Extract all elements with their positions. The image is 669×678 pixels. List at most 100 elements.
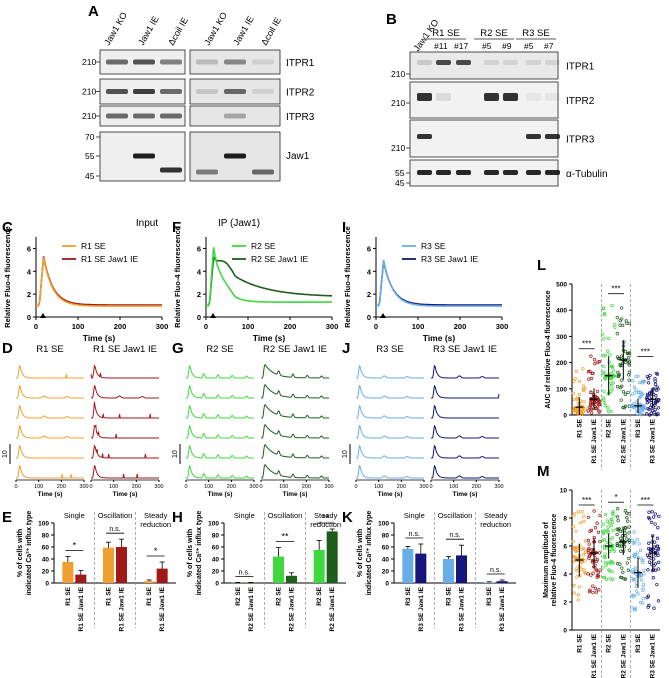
data-point	[613, 323, 617, 327]
data-point	[653, 562, 658, 566]
data-point	[618, 385, 623, 390]
data-point	[645, 595, 649, 600]
data-point	[656, 526, 660, 530]
data-point	[650, 540, 654, 544]
data-point	[595, 558, 600, 562]
bar	[143, 581, 155, 583]
data-point	[592, 358, 597, 362]
data-point	[592, 509, 596, 513]
data-point	[616, 518, 620, 523]
trace-panel-i: I 0 100 200 300 0 2 4 6 Time (s) Relative Fluo-4 f…	[342, 219, 508, 343]
lane-label: Δcoil IE	[259, 16, 283, 47]
data-point	[627, 556, 631, 561]
data-point	[589, 407, 594, 412]
y-tick-label: 300	[556, 334, 567, 341]
data-point	[583, 550, 588, 554]
data-point	[634, 589, 639, 593]
data-point	[601, 371, 605, 376]
data-point	[619, 354, 624, 358]
significance-label: n.s.	[490, 567, 501, 574]
data-point	[620, 323, 625, 328]
data-point	[655, 582, 659, 587]
data-point	[627, 512, 631, 516]
data-point	[626, 373, 631, 377]
blot-band	[456, 60, 471, 65]
data-point	[616, 528, 621, 532]
data-point	[573, 408, 577, 413]
data-point	[611, 374, 616, 379]
data-point	[642, 572, 646, 576]
blot-box-ip	[189, 49, 281, 75]
single-cell-panel-d: D 10 R1 SE 0 100 200 300 Time (s) R1 SE Jaw1 IE 0…	[2, 340, 164, 498]
single-cell-trace	[91, 464, 159, 479]
data-point	[646, 568, 650, 572]
dot-category-label: R3 SE Jaw1 IE	[650, 633, 657, 678]
data-point	[633, 391, 637, 395]
data-point	[641, 597, 645, 601]
y-tick-label: 0	[385, 581, 389, 588]
data-point	[651, 576, 655, 580]
x-tick-label: 100	[109, 484, 118, 490]
single-cell-trace	[186, 384, 254, 399]
stimulus-arrowhead	[380, 313, 386, 318]
x-tick-label: 0	[354, 484, 357, 490]
data-point	[623, 404, 628, 408]
data-point	[624, 534, 628, 538]
data-point	[608, 569, 612, 573]
data-point	[634, 400, 639, 404]
scale-bar-label: 10	[342, 450, 349, 458]
bar-category-label: R3 SE Jaw1 IE	[499, 586, 506, 631]
data-point	[603, 404, 608, 408]
data-point	[636, 374, 640, 378]
significance-label: n.s.	[449, 532, 460, 539]
data-point	[602, 400, 606, 405]
group-label: Single	[404, 511, 425, 520]
ip-band	[252, 89, 274, 94]
input-band	[160, 167, 182, 173]
data-point	[640, 601, 645, 605]
y-tick-label: 4	[27, 267, 32, 276]
x-tick-label: 200	[114, 322, 127, 331]
group-label: Single	[64, 511, 85, 520]
data-point	[608, 521, 612, 526]
group-label: Steady	[314, 511, 338, 520]
blot-band	[545, 93, 560, 101]
single-cell-title: R1 SE Jaw1 IE	[93, 344, 157, 355]
data-point	[607, 336, 611, 341]
data-point	[587, 377, 591, 381]
data-point	[610, 536, 615, 540]
blot-band	[436, 170, 451, 175]
data-point	[577, 392, 581, 397]
single-cell-trace	[91, 444, 159, 459]
data-point	[637, 380, 642, 385]
data-point	[616, 370, 620, 375]
data-point	[610, 387, 614, 391]
group-label: Oscillation	[268, 511, 303, 520]
data-point	[586, 409, 590, 413]
data-point	[625, 351, 630, 356]
bar-chart-k: K 0 20 40 60 80 100 % of cells with indicated Ca…	[342, 509, 516, 631]
data-point	[572, 559, 576, 563]
mw-marker: 210	[391, 69, 405, 79]
single-cell-trace	[91, 384, 159, 399]
blot-box-input	[99, 131, 186, 182]
data-point	[639, 600, 643, 605]
data-point	[648, 553, 652, 558]
y-axis-title: Relative Fluo-4 fluorescence	[173, 226, 182, 328]
data-point	[602, 398, 606, 402]
data-point	[632, 554, 636, 558]
blot-band	[526, 170, 541, 175]
data-point	[608, 577, 612, 581]
data-point	[621, 390, 626, 394]
panel-a-letter: A	[88, 3, 99, 20]
data-point	[581, 387, 585, 391]
data-point	[581, 406, 585, 410]
data-point	[627, 361, 631, 365]
legend-label: R3 SE	[421, 241, 446, 251]
x-tick-label: 300	[419, 484, 428, 490]
data-point	[635, 537, 640, 542]
data-point	[575, 566, 579, 570]
y-tick-label: 6	[27, 244, 31, 253]
blot-band	[484, 60, 499, 65]
data-point	[581, 514, 586, 518]
